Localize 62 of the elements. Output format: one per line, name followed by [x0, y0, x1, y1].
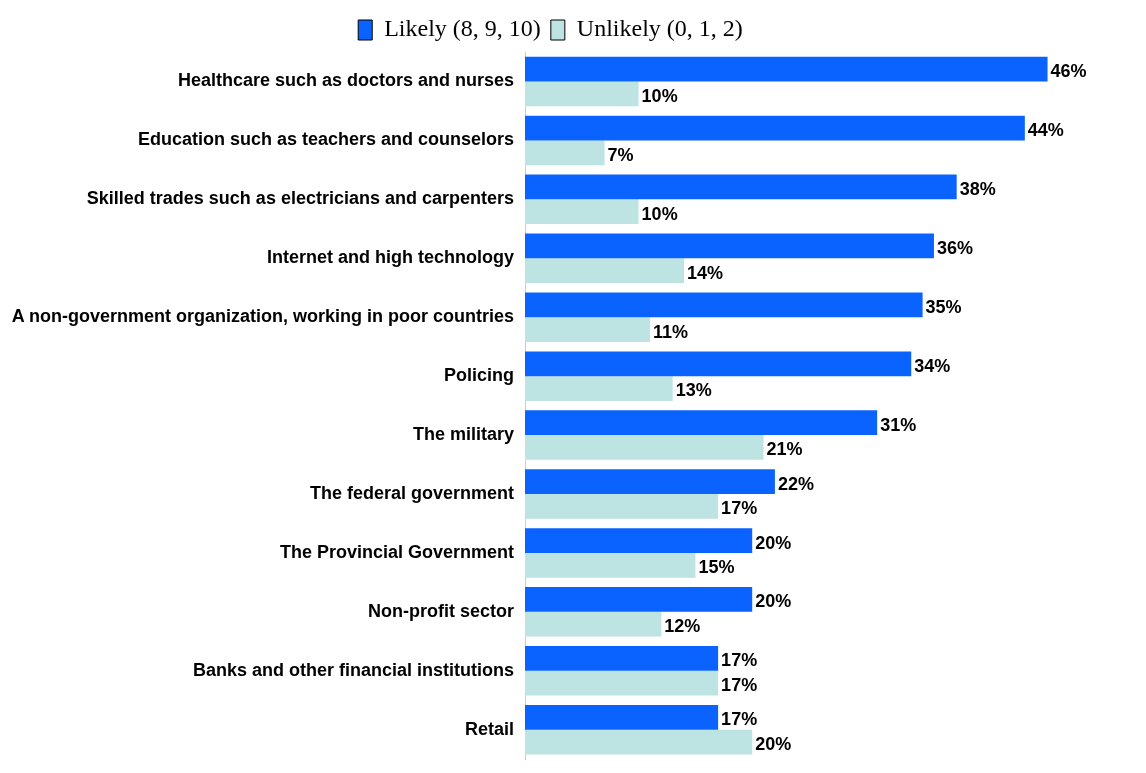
bar — [525, 81, 639, 107]
bar — [525, 292, 923, 318]
bar — [525, 199, 639, 225]
data-label: 38% — [959, 178, 996, 199]
data-label: 35% — [925, 296, 962, 317]
data-label: 17% — [721, 650, 758, 671]
bar — [525, 704, 719, 730]
data-label: 17% — [721, 498, 758, 519]
y-tick-label: Retail — [464, 718, 515, 739]
data-label: 20% — [755, 591, 792, 612]
data-label: 17% — [721, 675, 758, 696]
y-tick-label: The military — [412, 424, 515, 445]
data-label: 12% — [664, 616, 701, 637]
data-label: 10% — [641, 203, 678, 224]
bar — [525, 494, 719, 519]
bar — [525, 587, 753, 612]
data-label: 7% — [607, 144, 634, 165]
bar — [525, 729, 753, 755]
bar — [525, 552, 696, 578]
data-label: 13% — [675, 380, 712, 401]
bar — [525, 258, 685, 284]
data-label: 21% — [766, 439, 803, 460]
legend-label: Unlikely (0, 1, 2) — [576, 15, 743, 42]
legend-label: Likely (8, 9, 10) — [384, 15, 541, 42]
y-tick-label: Policing — [443, 365, 515, 386]
data-label: 15% — [698, 557, 735, 578]
y-tick-label: Internet and high technology — [267, 247, 515, 268]
y-tick-label: The Provincial Government — [279, 541, 515, 562]
data-label: 31% — [880, 414, 917, 435]
data-label: 11% — [652, 321, 689, 342]
y-tick-label: The federal government — [309, 482, 515, 503]
y-tick-label: Skilled trades such as electricians and carpenters — [86, 188, 515, 209]
y-tick-label: Banks and other financial institutions — [192, 659, 515, 680]
bar — [525, 410, 878, 436]
bar — [525, 611, 662, 637]
data-label: 20% — [755, 734, 792, 755]
y-tick-label: Healthcare such as doctors and nurses — [177, 70, 515, 91]
y-tick-label: Education such as teachers and counselors — [137, 129, 515, 150]
bar — [525, 351, 912, 377]
data-label: 17% — [721, 709, 758, 730]
bar — [525, 56, 1048, 82]
bar — [525, 174, 957, 200]
data-label: 36% — [936, 237, 973, 258]
data-label: 10% — [641, 85, 678, 106]
bar — [525, 435, 764, 460]
bar — [525, 670, 719, 696]
data-label: 46% — [1050, 61, 1087, 82]
bar — [525, 376, 673, 401]
bar — [525, 233, 934, 259]
data-label: 14% — [687, 262, 724, 283]
data-label: 34% — [914, 355, 951, 376]
y-tick-label: Non-profit sector — [368, 600, 515, 621]
bar — [525, 317, 650, 342]
bar — [525, 646, 719, 671]
bar — [525, 469, 775, 494]
bar — [525, 528, 753, 553]
bar — [525, 115, 1025, 141]
bar — [525, 140, 605, 166]
data-label: 20% — [755, 532, 792, 553]
data-label: 22% — [777, 473, 814, 494]
y-tick-label: A non-government organization, working in poor countries — [11, 306, 515, 327]
data-label: 44% — [1027, 119, 1064, 140]
